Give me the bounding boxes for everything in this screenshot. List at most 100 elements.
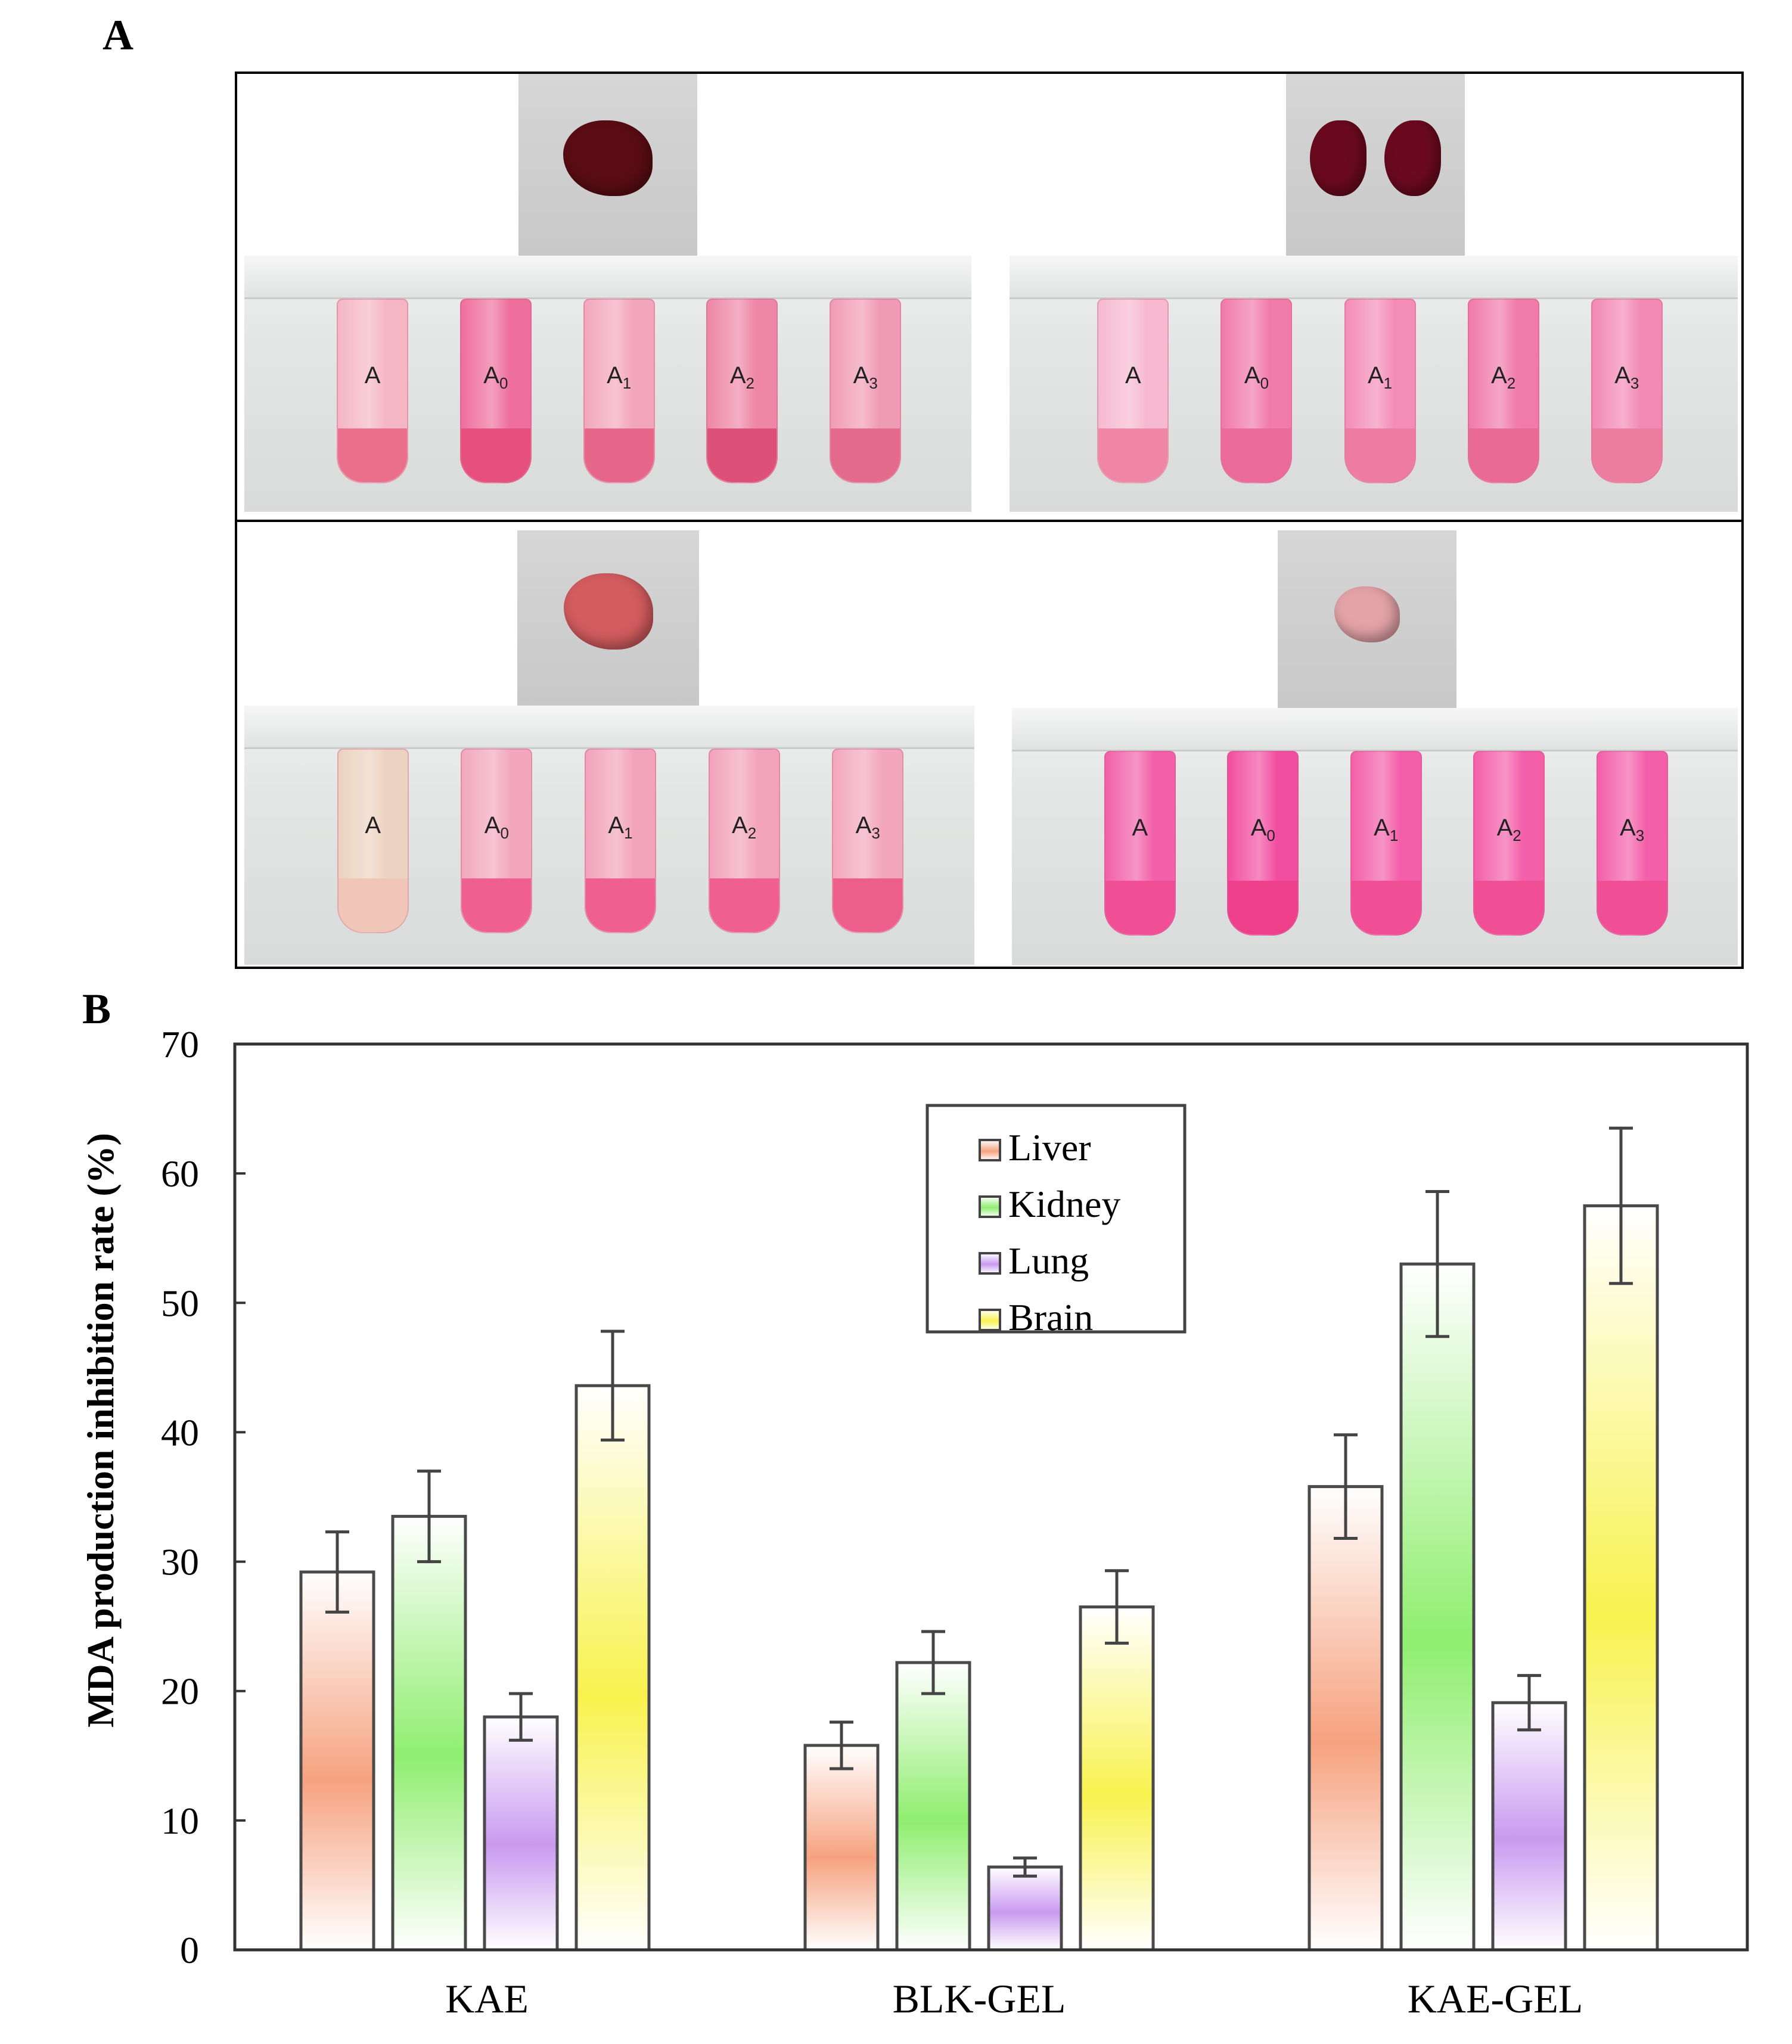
kidney-specimen: [1310, 120, 1366, 196]
tube-sediment: [709, 878, 779, 932]
legend-label-lung: Lung: [1008, 1240, 1089, 1282]
tube-sediment: [1222, 428, 1291, 482]
tube-sediment: [1468, 428, 1538, 482]
y-axis-label: MDA production inhibition rate (%): [79, 1133, 122, 1728]
tube-sediment: [1351, 881, 1421, 934]
x-category-label: KAE-GEL: [1408, 1976, 1583, 2021]
legend-label-kidney: Kidney: [1008, 1183, 1120, 1225]
bar-lung: [987, 1865, 1063, 1952]
tube-label: A3: [853, 362, 878, 392]
tube-rack-liver: A A0 A1 A2 A3: [244, 256, 971, 512]
y-tick-label: 40: [161, 1411, 199, 1453]
tube-label: A1: [608, 812, 633, 842]
bar-liver: [299, 1570, 375, 1952]
tube-sediment: [585, 878, 655, 932]
legend-box: [925, 1104, 1187, 1334]
test-tube: A0: [1227, 751, 1299, 936]
tube-sediment: [1345, 428, 1415, 482]
test-tube: A0: [459, 299, 532, 483]
kidney-specimen-2: [1384, 120, 1441, 196]
legend-label-liver: Liver: [1008, 1126, 1091, 1169]
tube-sediment: [1098, 428, 1168, 482]
test-tube: A2: [1467, 299, 1539, 483]
tube-label: A2: [1491, 362, 1516, 392]
tube-label: A3: [855, 812, 880, 842]
panel-b-label: B: [82, 985, 111, 1033]
photo-divider: [237, 520, 1741, 522]
bar-kidney: [391, 1515, 467, 1952]
y-tick-label: 50: [161, 1282, 199, 1324]
legend-label-brain: Brain: [1008, 1296, 1093, 1338]
tube-sediment: [1597, 881, 1667, 934]
rack-shelf: [244, 256, 971, 299]
tube-label: A0: [484, 812, 509, 842]
tube-label: A2: [1496, 815, 1521, 844]
tube-label: A0: [1250, 815, 1275, 844]
tube-rack-lung: A A0 A1 A2 A3: [244, 706, 974, 965]
organ-photo-kidney: [1286, 74, 1465, 256]
test-tube: A3: [1591, 299, 1663, 483]
test-tube: A2: [708, 748, 780, 933]
y-tick-label: 10: [161, 1800, 199, 1842]
organ-photo-brain: [1278, 530, 1456, 708]
tube-label: A2: [729, 362, 754, 392]
test-tube: A0: [1220, 299, 1293, 483]
legend-swatch-liver: [979, 1139, 1001, 1161]
rack-shelf: [1012, 708, 1738, 751]
tube-sediment: [831, 428, 900, 482]
organ-photo-lung: [517, 530, 699, 706]
test-tube: A2: [706, 299, 778, 483]
y-tick-label: 20: [161, 1670, 199, 1713]
y-tick-label: 30: [161, 1541, 199, 1583]
test-tube: A1: [583, 299, 655, 483]
y-tick-label: 70: [161, 1023, 199, 1066]
tube-label: A2: [732, 812, 757, 842]
bar-lung: [1491, 1701, 1567, 1952]
tube-label: A0: [483, 362, 508, 392]
test-tube: A3: [830, 299, 902, 483]
plot-area-frame: [233, 1042, 1749, 1952]
bar-kidney: [1399, 1262, 1476, 1952]
tube-sediment: [461, 428, 530, 482]
bar-brain: [1079, 1605, 1155, 1952]
test-tube: A0: [461, 748, 533, 933]
liver-specimen: [563, 120, 653, 196]
tube-label: A3: [1620, 815, 1645, 844]
mda-bar-chart: 0 10 20 30 40 50 60 70 KAE BLK-GEL KAE-GEL Liver Ki…: [79, 1023, 1749, 2021]
tube-sediment: [1228, 881, 1298, 934]
tube-sediment: [462, 878, 532, 932]
test-tube: A2: [1473, 751, 1545, 936]
tube-label: A1: [1367, 362, 1393, 392]
organ-photo-liver: [518, 74, 697, 256]
y-tick-label: 0: [180, 1929, 199, 1971]
tube-label: A: [365, 812, 381, 838]
tube-sediment: [707, 428, 777, 482]
test-tube: A3: [1596, 751, 1668, 936]
bar-liver: [1307, 1485, 1384, 1952]
tube-label: A0: [1244, 362, 1269, 392]
bar-liver: [803, 1744, 880, 1952]
bar-lung: [483, 1715, 559, 1952]
x-category-label: BLK-GEL: [893, 1976, 1066, 2021]
rack-shelf: [244, 706, 974, 749]
test-tube: A: [337, 748, 409, 933]
tube-label: A: [364, 362, 381, 389]
tube-sediment: [338, 428, 408, 482]
brain-specimen: [1334, 586, 1400, 642]
bar-kidney: [895, 1661, 971, 1952]
bar-brain: [574, 1384, 651, 1952]
tube-rack-brain: A A0 A1 A2 A3: [1012, 708, 1738, 965]
legend-swatch-kidney: [979, 1195, 1001, 1218]
test-tube: A: [337, 299, 409, 483]
x-category-label: KAE: [445, 1976, 529, 2021]
legend-swatch-brain: [979, 1309, 1001, 1331]
tube-sediment: [584, 428, 654, 482]
tube-label: A1: [607, 362, 632, 392]
test-tube: A3: [832, 748, 904, 933]
test-tube: A1: [1350, 751, 1422, 936]
test-tube: A1: [584, 748, 656, 933]
tube-label: A1: [1374, 815, 1399, 844]
test-tube: A: [1097, 299, 1169, 483]
tube-sediment: [1592, 428, 1661, 482]
tube-rack-kidney: A A0 A1 A2 A3: [1010, 256, 1738, 512]
